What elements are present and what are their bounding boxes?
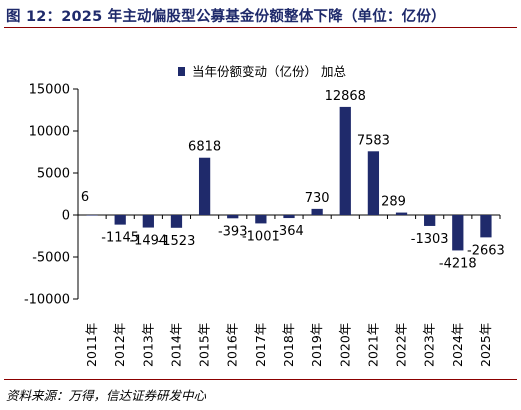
bar-2016年 (227, 215, 239, 219)
x-tick-label: 2025年 (478, 323, 493, 367)
x-tick-label: 2021年 (365, 323, 380, 367)
data-label: 730 (305, 191, 330, 206)
y-tick-label: 10000 (29, 125, 70, 140)
y-tick-label: -5000 (32, 251, 70, 266)
legend-label: 当年份额变动（亿份） 加总 (192, 64, 346, 79)
data-label: -1001 (242, 229, 280, 244)
data-label: 7583 (357, 133, 390, 148)
bar-2011年 (86, 214, 98, 216)
y-tick-label: 5000 (37, 167, 70, 182)
data-label: -1303 (411, 232, 449, 247)
data-label: -1145 (101, 231, 139, 246)
bar-2017年 (255, 215, 267, 224)
figure-title: 图 12：2025 年主动偏股型公募基金份额整体下降（单位：亿份） (6, 9, 446, 25)
bar-2022年 (395, 212, 408, 215)
bar-2023年 (424, 215, 436, 226)
legend: 当年份额变动（亿份） 加总 (178, 64, 346, 79)
x-tick-label: 2018年 (281, 323, 296, 367)
bar-2020年 (339, 106, 351, 215)
x-tick-labels: 2011年 2012年 2013年 2014年 2015年 2016年 2017年 2018年… (84, 323, 493, 367)
data-label: -2663 (467, 243, 505, 258)
bar-2025年 (480, 215, 492, 238)
x-tick-label: 2017年 (253, 323, 268, 367)
bar-2018年 (283, 215, 295, 219)
y-tick-label: 0 (62, 209, 70, 224)
x-tick-label: 2016年 (225, 323, 240, 367)
bar-2014年 (170, 215, 183, 228)
x-tick-label: 2022年 (394, 323, 409, 367)
data-label: 12868 (325, 89, 366, 104)
y-tick-label: 15000 (29, 83, 70, 98)
x-tick-label: 2023年 (422, 323, 437, 367)
source-note: 资料来源：万得，信达证券研发中心 (6, 388, 207, 403)
bar-2013年 (142, 215, 154, 228)
data-label: -393 (218, 224, 248, 239)
bar-2015年 (198, 157, 211, 215)
x-tick-label: 2024年 (450, 323, 465, 367)
data-label: -4218 (439, 256, 477, 271)
x-tick-label: 2012年 (112, 323, 127, 367)
bars (86, 106, 492, 251)
bar-chart: 当年份额变动（亿份） 加总 15000 10000 5000 0 -5000 -10000… (24, 64, 505, 367)
x-tick-label: 2011年 (84, 323, 99, 367)
x-tick-label: 2014年 (168, 323, 183, 367)
bar-2021年 (367, 151, 380, 215)
data-label: 289 (381, 195, 406, 210)
source-rule (4, 379, 517, 380)
data-label: -1523 (158, 234, 196, 249)
bar-2024年 (452, 215, 464, 251)
data-label: -364 (274, 224, 304, 239)
data-label: 6 (81, 190, 89, 205)
x-tick-label: 2013年 (140, 323, 155, 367)
bar-2019年 (311, 208, 323, 215)
title-rule (4, 27, 517, 28)
x-tick-label: 2015年 (197, 323, 212, 367)
data-label: -1494 (129, 234, 167, 249)
bar-2012年 (114, 215, 126, 225)
y-tick-label: -10000 (24, 293, 70, 308)
x-tick-label: 2020年 (337, 323, 352, 367)
axes: 15000 10000 5000 0 -5000 -10000 (24, 83, 501, 308)
legend-swatch (178, 67, 185, 76)
data-label: 6818 (188, 140, 221, 155)
data-labels: 6 -1145-1494-1523 6818 -393-1001-364 730 1286… (81, 89, 505, 272)
x-tick-label: 2019年 (309, 323, 324, 367)
